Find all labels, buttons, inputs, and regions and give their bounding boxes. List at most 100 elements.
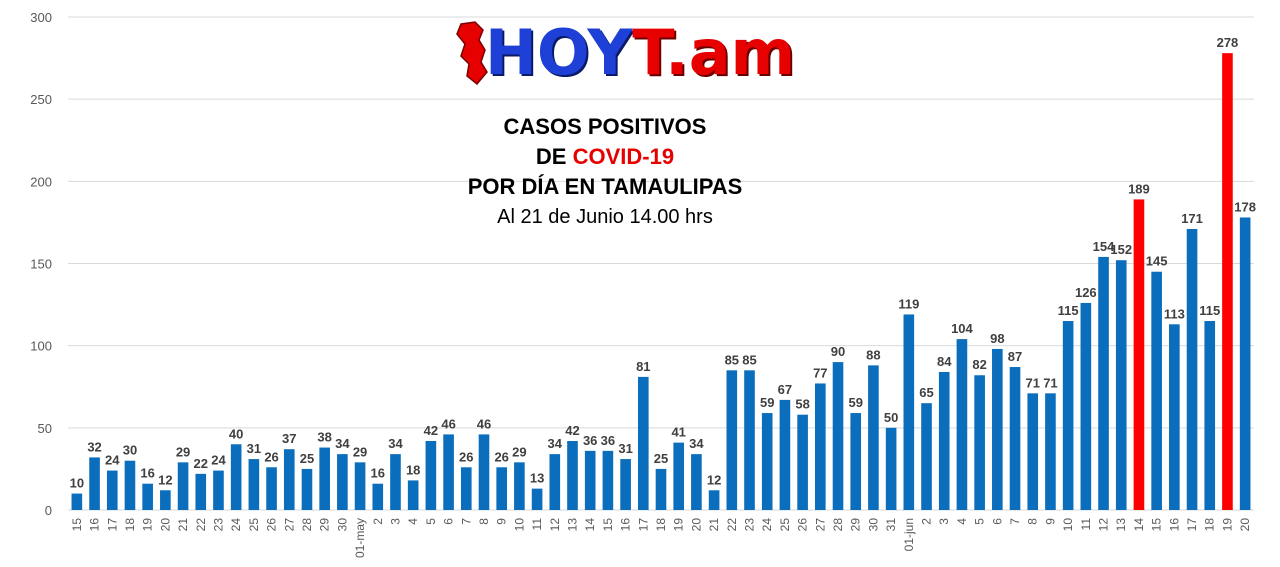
x-tick-label: 24 bbox=[760, 518, 774, 532]
x-tick-label: 9 bbox=[1043, 518, 1057, 525]
bar bbox=[266, 467, 277, 510]
bar bbox=[655, 468, 667, 510]
bar bbox=[815, 383, 826, 510]
data-label: 13 bbox=[530, 471, 544, 486]
data-label: 85 bbox=[742, 352, 756, 367]
bar bbox=[903, 314, 915, 510]
bar bbox=[160, 490, 171, 510]
bar bbox=[443, 434, 454, 510]
bar bbox=[549, 454, 561, 510]
x-tick-label: 3 bbox=[937, 518, 951, 525]
data-label: 98 bbox=[990, 331, 1004, 346]
bar bbox=[531, 488, 543, 510]
data-label: 171 bbox=[1181, 211, 1203, 226]
data-label: 16 bbox=[371, 466, 385, 481]
x-tick-label: 8 bbox=[1026, 518, 1040, 525]
bar bbox=[1045, 393, 1056, 510]
x-tick-label: 20 bbox=[158, 518, 172, 532]
bar bbox=[354, 462, 366, 510]
data-label: 30 bbox=[123, 443, 137, 458]
x-tick-label: 28 bbox=[300, 518, 314, 532]
x-tick-label: 27 bbox=[282, 518, 296, 532]
bar bbox=[248, 459, 260, 510]
x-tick-label: 18 bbox=[123, 518, 137, 532]
data-label: 22 bbox=[194, 456, 208, 471]
x-tick-label: 25 bbox=[778, 518, 792, 532]
bar bbox=[390, 454, 401, 510]
x-tick-label: 20 bbox=[1238, 518, 1252, 532]
bar bbox=[1151, 271, 1162, 510]
data-label: 154 bbox=[1093, 239, 1115, 254]
x-tick-label: 5 bbox=[424, 518, 438, 525]
x-tick-label: 22 bbox=[194, 518, 208, 532]
bar bbox=[974, 375, 985, 510]
bar bbox=[1027, 393, 1039, 510]
data-label: 145 bbox=[1146, 254, 1168, 269]
data-label: 24 bbox=[211, 453, 226, 468]
bar bbox=[213, 470, 224, 510]
x-tick-label: 7 bbox=[459, 518, 473, 525]
title-line-3: POR DÍA EN TAMAULIPAS bbox=[467, 174, 743, 199]
data-label: 278 bbox=[1217, 35, 1239, 50]
data-label: 25 bbox=[300, 451, 314, 466]
data-label: 67 bbox=[778, 382, 792, 397]
tamaulipas-map-icon bbox=[456, 21, 488, 86]
data-label: 113 bbox=[1164, 306, 1185, 321]
bar bbox=[637, 376, 649, 510]
y-tick-label: 300 bbox=[30, 10, 52, 25]
gridlines bbox=[68, 16, 1254, 511]
chart-title: CASOS POSITIVOS DE COVID-19 POR DÍA EN T… bbox=[405, 112, 805, 232]
x-tick-label: 29 bbox=[318, 518, 332, 532]
data-label: 42 bbox=[424, 423, 438, 438]
data-label: 115 bbox=[1199, 303, 1220, 318]
data-label: 71 bbox=[1043, 375, 1057, 390]
x-tick-label: 17 bbox=[105, 518, 119, 532]
data-label: 26 bbox=[264, 449, 278, 464]
data-label: 29 bbox=[353, 444, 367, 459]
data-label: 81 bbox=[636, 359, 650, 374]
title-line-1: CASOS POSITIVOS bbox=[503, 114, 707, 139]
x-tick-label: 23 bbox=[211, 518, 225, 532]
x-tick-label: 2 bbox=[371, 518, 385, 525]
bar bbox=[1239, 217, 1251, 510]
data-label: 12 bbox=[158, 472, 172, 487]
x-tick-label: 19 bbox=[141, 518, 155, 532]
data-label: 59 bbox=[848, 395, 862, 410]
data-label: 29 bbox=[176, 444, 190, 459]
bar bbox=[1186, 228, 1198, 511]
y-tick-label: 150 bbox=[30, 257, 52, 272]
data-label: 34 bbox=[689, 436, 704, 451]
data-label: 26 bbox=[494, 449, 508, 464]
x-tick-label: 13 bbox=[1114, 518, 1128, 532]
bars bbox=[71, 53, 1251, 511]
bar bbox=[1009, 367, 1021, 510]
data-label: 65 bbox=[919, 385, 933, 400]
x-tick-label: 10 bbox=[512, 518, 526, 532]
bar bbox=[319, 447, 330, 510]
x-tick-label: 4 bbox=[955, 518, 969, 525]
data-label: 189 bbox=[1128, 181, 1150, 196]
bar bbox=[283, 449, 295, 510]
x-tick-label: 16 bbox=[619, 518, 633, 532]
bar bbox=[744, 370, 755, 510]
bar bbox=[779, 399, 791, 510]
x-tick-label: 29 bbox=[849, 518, 863, 532]
bar bbox=[407, 480, 419, 510]
data-label: 37 bbox=[282, 431, 296, 446]
x-tick-label: 13 bbox=[565, 518, 579, 532]
x-tick-label: 30 bbox=[335, 518, 349, 532]
x-tick-label: 28 bbox=[831, 518, 845, 532]
bar bbox=[177, 462, 189, 510]
bar bbox=[691, 454, 702, 510]
data-label: 87 bbox=[1008, 349, 1022, 364]
x-tick-label: 22 bbox=[725, 518, 739, 532]
bar bbox=[602, 450, 614, 510]
x-tick-label: 15 bbox=[70, 518, 84, 532]
data-label: 104 bbox=[951, 321, 973, 336]
x-tick-label: 2 bbox=[920, 518, 934, 525]
data-label: 88 bbox=[866, 347, 880, 362]
bar bbox=[1115, 260, 1127, 510]
data-label: 10 bbox=[70, 476, 84, 491]
data-label: 50 bbox=[884, 410, 898, 425]
bar bbox=[761, 413, 773, 510]
